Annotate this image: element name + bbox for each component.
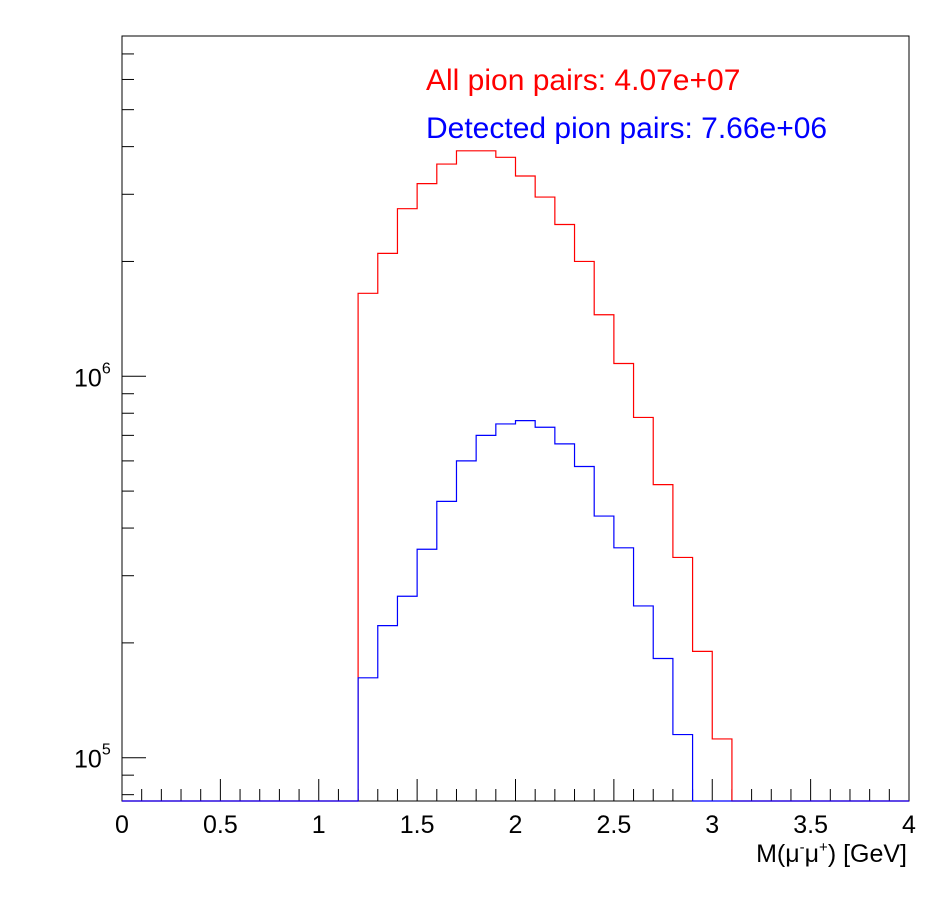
- legend-entry-detected: Detected pion pairs: 7.66e+06: [426, 112, 827, 145]
- x-tick-label: 1: [312, 811, 326, 839]
- x-tick-label: 0.5: [203, 811, 238, 839]
- x-tick-label: 0: [115, 811, 129, 839]
- series-layer: [122, 150, 909, 802]
- x-tick-label: 3.5: [793, 811, 828, 839]
- series-all-pion-pairs-line: [122, 150, 909, 802]
- y-tick-label: 105: [74, 742, 111, 774]
- x-tick-label: 2.5: [596, 811, 631, 839]
- series-detected-pion-pairs-line: [122, 420, 909, 802]
- x-tick-label: 3: [705, 811, 719, 839]
- x-tick-label: 1.5: [400, 811, 435, 839]
- x-axis-title: M(μ-μ+) [GeV]: [756, 839, 907, 868]
- x-tick-labels: 0 0.5 1 1.5 2 2.5 3 3.5 4: [115, 811, 916, 839]
- x-tick-label: 2: [509, 811, 523, 839]
- plot-frame: [121, 35, 910, 802]
- y-tick-label: 106: [74, 360, 111, 392]
- y-tick-labels: 105 106: [74, 360, 111, 773]
- x-tick-label: 4: [902, 811, 916, 839]
- legend-entry-all: All pion pairs: 4.07e+07: [426, 64, 740, 97]
